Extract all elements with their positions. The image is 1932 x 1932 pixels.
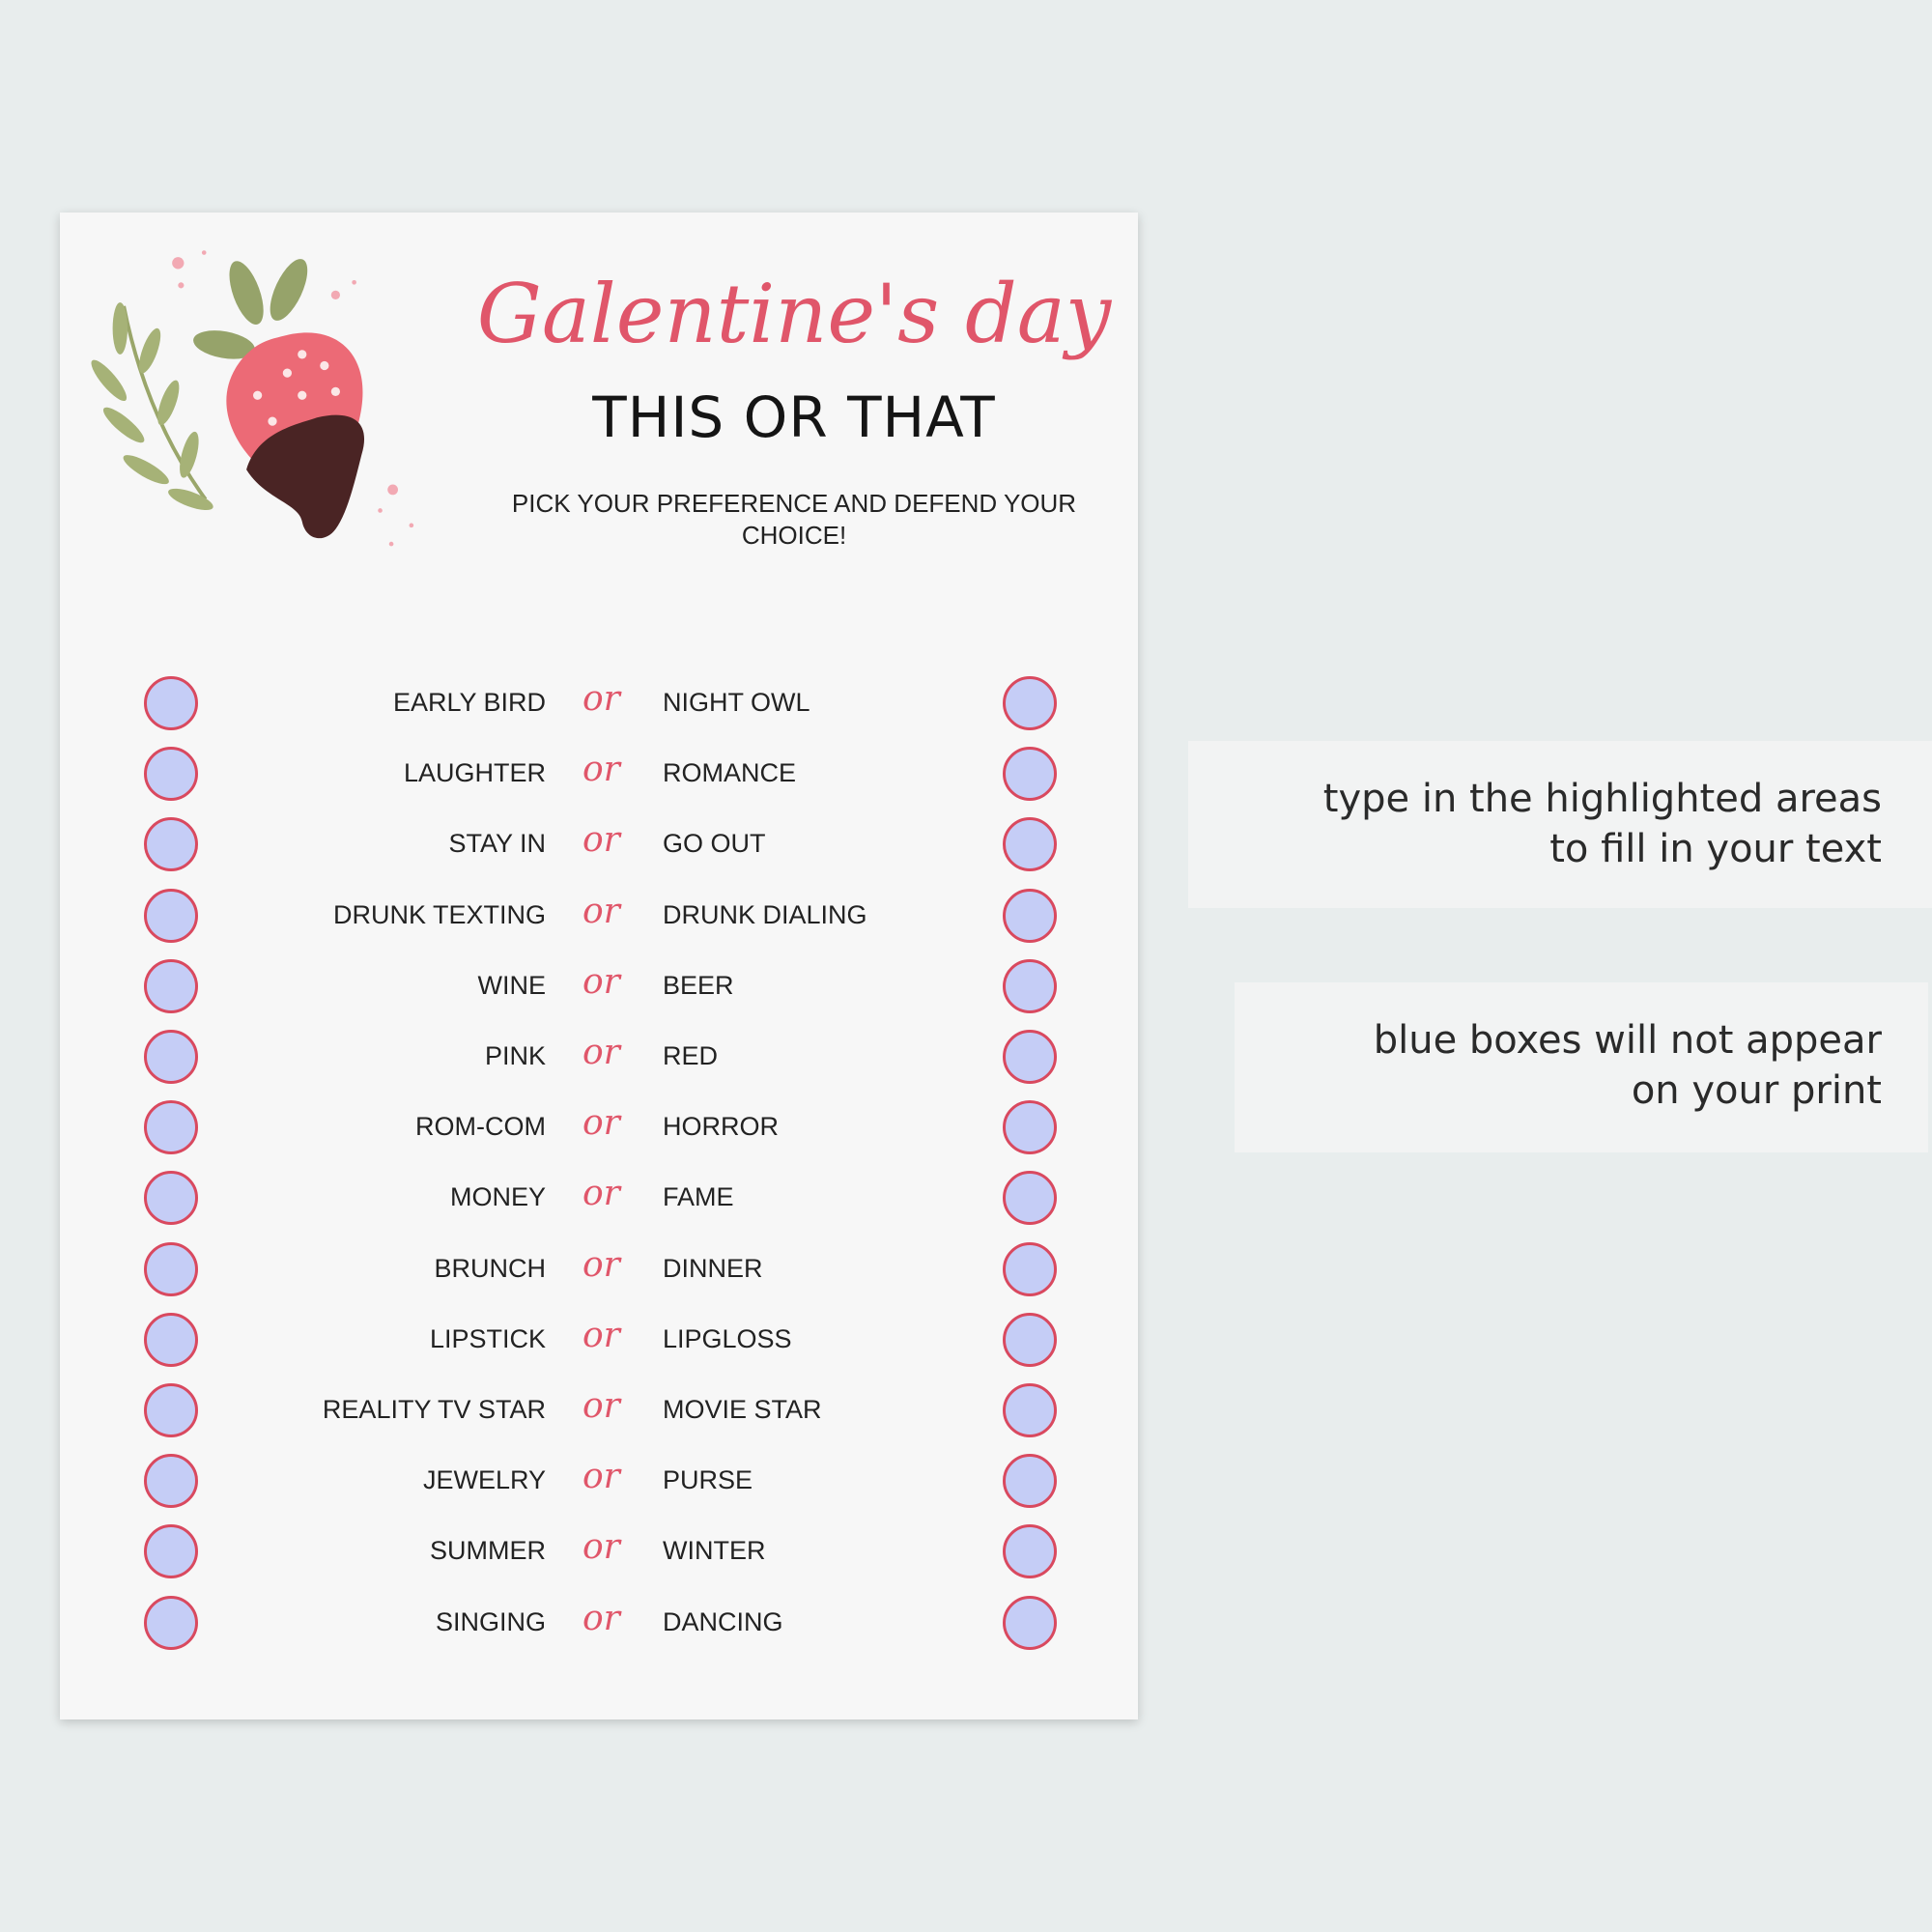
worksheet-subtitle: THIS OR THAT [592, 384, 996, 450]
left-choice-checkbox[interactable] [144, 747, 198, 802]
right-option: DANCING [663, 1606, 783, 1636]
right-option: FAME [663, 1182, 734, 1212]
choice-row: SUMMER or WINTER [60, 1524, 1138, 1582]
right-choice-checkbox[interactable] [1003, 958, 1057, 1013]
left-option: PINK [484, 1041, 546, 1070]
right-choice-checkbox[interactable] [1003, 1030, 1057, 1084]
choice-row: LAUGHTER or ROMANCE [60, 747, 1138, 805]
right-choice-checkbox[interactable] [1003, 747, 1057, 802]
right-option: ROMANCE [663, 758, 797, 788]
note-highlighted-areas: type in the highlighted areas to fill in… [1188, 741, 1932, 908]
choice-row: JEWELRY or PURSE [60, 1454, 1138, 1512]
choice-row: BRUNCH or DINNER [60, 1241, 1138, 1300]
right-option: GO OUT [663, 829, 766, 859]
or-separator: or [582, 891, 620, 931]
left-option: WINE [477, 970, 547, 1000]
right-choice-checkbox[interactable] [1003, 1383, 1057, 1437]
right-choice-checkbox[interactable] [1003, 1171, 1057, 1226]
right-option: BEER [663, 970, 734, 1000]
left-choice-checkbox[interactable] [144, 1524, 198, 1579]
right-option: DINNER [663, 1253, 763, 1283]
or-separator: or [582, 1386, 620, 1426]
left-option: DRUNK TEXTING [332, 899, 546, 929]
or-separator: or [582, 750, 620, 790]
right-choice-checkbox[interactable] [1003, 1454, 1057, 1509]
left-choice-checkbox[interactable] [144, 1383, 198, 1437]
strawberry-illustration-icon [91, 250, 414, 547]
choice-row: STAY IN or GO OUT [60, 817, 1138, 875]
worksheet-title: Galentine's day [476, 267, 1112, 361]
left-option: SUMMER [430, 1536, 546, 1566]
worksheet-instructions: PICK YOUR PREFERENCE AND DEFEND YOUR CHO… [511, 489, 1077, 550]
left-choice-checkbox[interactable] [144, 817, 198, 872]
left-option: SINGING [435, 1606, 546, 1636]
choice-row: MONEY or FAME [60, 1171, 1138, 1229]
right-option: RED [663, 1041, 719, 1070]
note-blue-boxes: blue boxes will not appear on your print [1235, 982, 1928, 1152]
right-option: WINTER [663, 1536, 766, 1566]
left-option: BRUNCH [434, 1253, 546, 1283]
choice-row: LIPSTICK or LIPGLOSS [60, 1312, 1138, 1371]
left-choice-checkbox[interactable] [144, 676, 198, 730]
right-choice-checkbox[interactable] [1003, 1241, 1057, 1296]
choice-row: EARLY BIRD or NIGHT OWL [60, 676, 1138, 734]
choice-row: WINE or BEER [60, 958, 1138, 1017]
left-option: LIPSTICK [429, 1323, 546, 1353]
right-option: LIPGLOSS [663, 1323, 792, 1353]
left-option: ROM-COM [415, 1112, 546, 1142]
choice-row: SINGING or DANCING [60, 1595, 1138, 1654]
left-option: MONEY [449, 1182, 546, 1212]
left-choice-checkbox[interactable] [144, 1100, 198, 1155]
left-option: REALITY TV STAR [322, 1395, 546, 1424]
right-option: MOVIE STAR [663, 1395, 822, 1424]
left-choice-checkbox[interactable] [144, 958, 198, 1013]
right-choice-checkbox[interactable] [1003, 676, 1057, 730]
left-option: EARLY BIRD [392, 688, 546, 717]
left-option: STAY IN [448, 829, 546, 859]
choice-row: REALITY TV STAR or MOVIE STAR [60, 1383, 1138, 1441]
left-option: LAUGHTER [403, 758, 546, 788]
left-choice-checkbox[interactable] [144, 888, 198, 943]
or-separator: or [582, 679, 620, 719]
right-option: NIGHT OWL [663, 688, 810, 717]
left-choice-checkbox[interactable] [144, 1454, 198, 1509]
or-separator: or [582, 1033, 620, 1072]
note-line: type in the highlighted areas [1322, 777, 1882, 821]
left-choice-checkbox[interactable] [144, 1171, 198, 1226]
left-choice-checkbox[interactable] [144, 1241, 198, 1296]
right-option: DRUNK DIALING [663, 899, 867, 929]
note-line: on your print [1631, 1068, 1882, 1113]
left-choice-checkbox[interactable] [144, 1312, 198, 1367]
left-choice-checkbox[interactable] [144, 1030, 198, 1084]
or-separator: or [582, 1527, 620, 1568]
or-separator: or [582, 1174, 620, 1214]
or-separator: or [582, 961, 620, 1002]
right-choice-checkbox[interactable] [1003, 817, 1057, 872]
or-separator: or [582, 1598, 620, 1638]
note-line: to fill in your text [1549, 827, 1882, 871]
right-choice-checkbox[interactable] [1003, 1312, 1057, 1367]
right-option: PURSE [663, 1465, 753, 1495]
or-separator: or [582, 1103, 620, 1144]
note-line: blue boxes will not appear [1373, 1018, 1882, 1063]
choice-row: DRUNK TEXTING or DRUNK DIALING [60, 888, 1138, 947]
choice-row: ROM-COM or HORROR [60, 1100, 1138, 1158]
right-choice-checkbox[interactable] [1003, 1595, 1057, 1650]
choice-row: PINK or RED [60, 1030, 1138, 1088]
or-separator: or [582, 820, 620, 861]
right-choice-checkbox[interactable] [1003, 1100, 1057, 1155]
right-choice-checkbox[interactable] [1003, 888, 1057, 943]
left-option: JEWELRY [422, 1465, 546, 1495]
right-choice-checkbox[interactable] [1003, 1524, 1057, 1579]
right-option: HORROR [663, 1112, 779, 1142]
left-choice-checkbox[interactable] [144, 1595, 198, 1650]
worksheet-page: Galentine's day THIS OR THAT PICK YOUR P… [60, 213, 1138, 1719]
or-separator: or [582, 1244, 620, 1285]
or-separator: or [582, 1315, 620, 1355]
or-separator: or [582, 1457, 620, 1497]
